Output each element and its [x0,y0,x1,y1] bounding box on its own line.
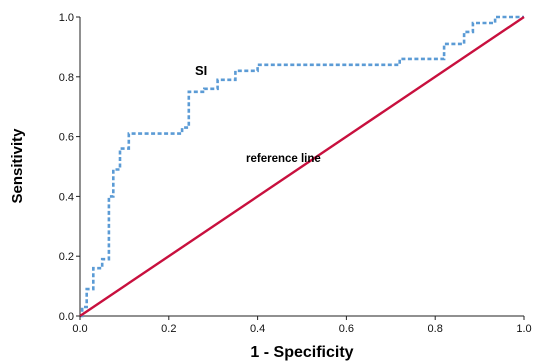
series-line-reference [79,16,525,317]
y-tick-label: 0.0 [59,311,74,323]
x-tick-label: 0.0 [72,323,87,335]
y-axis-title: Sensitivity [9,128,26,204]
x-tick-label: 0.2 [161,323,176,335]
x-tick-label: 0.6 [339,323,354,335]
y-tick-label: 0.2 [59,251,74,263]
y-tick-label: 0.6 [59,132,74,144]
x-axis-title: 1 - Specificity [250,344,353,361]
tick-labels: 0.0 0.2 0.4 0.6 0.8 1.0 0.0 0.2 0.4 0.6 0.8 1.0 [59,12,532,335]
plot-area [79,15,525,318]
y-tick-label: 0.8 [59,72,74,84]
x-tick-label: 0.4 [250,323,265,335]
y-tick-label: 1.0 [59,12,74,24]
x-tick-label: 0.8 [428,323,443,335]
x-tick-label: 1.0 [516,323,531,335]
series-line-si [80,15,524,318]
y-tick-label: 0.4 [59,191,74,203]
annotation-reference-line: reference line [246,153,321,165]
annotation-si: SI [195,63,207,78]
